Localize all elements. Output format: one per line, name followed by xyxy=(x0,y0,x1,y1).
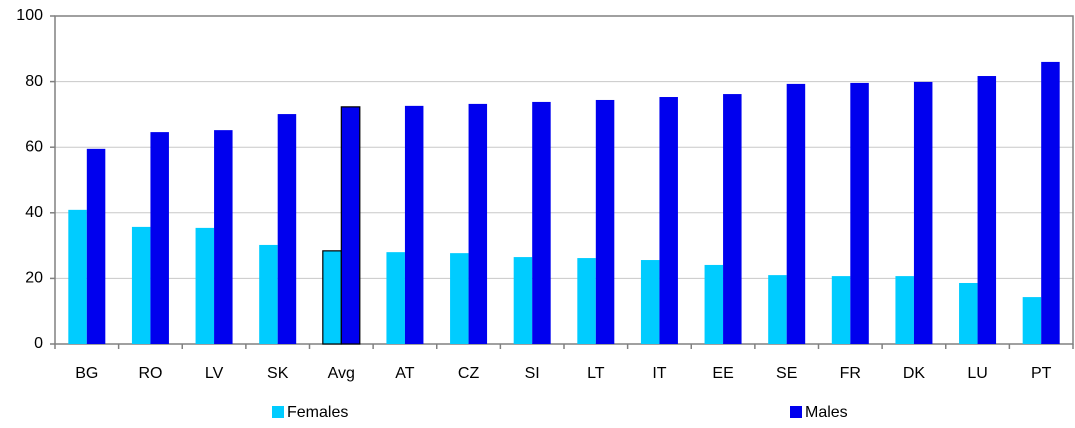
bar xyxy=(1022,297,1042,344)
bar xyxy=(895,276,914,344)
legend-swatch xyxy=(790,406,802,418)
bar xyxy=(723,94,742,345)
bar xyxy=(277,114,297,345)
y-tick-label: 80 xyxy=(25,73,43,90)
bar xyxy=(259,244,278,344)
x-tick-label: SE xyxy=(776,365,797,382)
bar xyxy=(595,99,615,344)
x-tick-label: AT xyxy=(395,365,414,382)
legend-swatch xyxy=(272,406,284,418)
x-tick-label: FR xyxy=(840,365,861,382)
bar xyxy=(340,106,361,345)
x-tick-label: EE xyxy=(712,365,733,382)
y-tick-label: 40 xyxy=(25,204,43,221)
bar xyxy=(322,250,342,345)
bar xyxy=(386,252,405,344)
y-tick-label: 0 xyxy=(34,335,43,352)
x-tick-label: SK xyxy=(267,365,289,382)
bar xyxy=(450,253,469,344)
x-tick-label: LV xyxy=(205,365,224,382)
x-tick-label: LT xyxy=(587,365,605,382)
x-tick-label: RO xyxy=(138,365,162,382)
x-tick-label: LU xyxy=(967,365,987,382)
bar xyxy=(850,82,869,345)
bar xyxy=(831,276,851,344)
bar xyxy=(68,209,87,344)
bar xyxy=(1041,61,1060,345)
bar xyxy=(913,81,933,344)
x-tick-label: BG xyxy=(75,365,98,382)
bar xyxy=(640,260,660,344)
bar xyxy=(577,258,596,344)
bar xyxy=(786,83,806,345)
bar xyxy=(532,101,551,344)
bar xyxy=(513,257,533,344)
bar xyxy=(195,227,215,344)
legend-label: Females xyxy=(287,404,348,421)
bar xyxy=(959,282,978,344)
x-tick-label: SI xyxy=(525,365,540,382)
bar xyxy=(214,130,233,344)
bar xyxy=(404,105,424,344)
bar xyxy=(977,76,997,345)
bar xyxy=(131,226,151,344)
bar xyxy=(86,148,106,344)
x-tick-label: IT xyxy=(652,365,666,382)
legend-label: Males xyxy=(805,404,848,421)
bar xyxy=(768,275,787,344)
x-tick-label: CZ xyxy=(458,365,480,382)
bar xyxy=(704,264,724,344)
x-tick-label: DK xyxy=(903,365,926,382)
bar xyxy=(468,103,488,345)
y-tick-label: 60 xyxy=(25,138,43,155)
x-tick-label: Avg xyxy=(328,365,355,382)
x-tick-label: PT xyxy=(1031,365,1052,382)
bar xyxy=(659,97,678,345)
y-tick-label: 100 xyxy=(16,7,43,24)
bar xyxy=(150,132,169,344)
y-tick-label: 20 xyxy=(25,270,43,287)
